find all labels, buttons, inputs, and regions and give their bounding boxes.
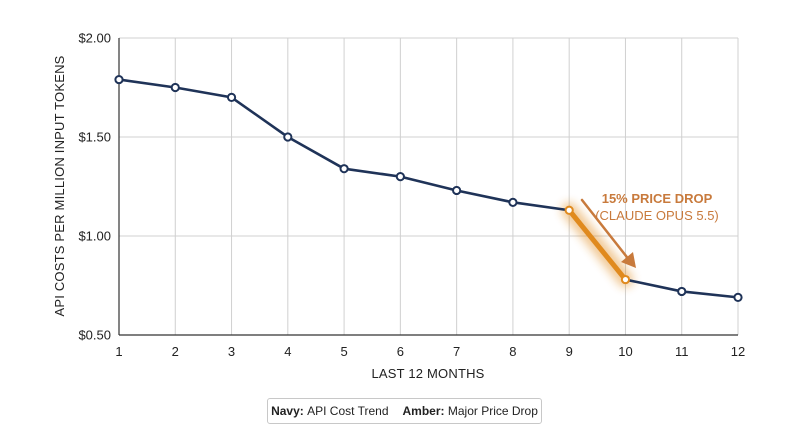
- legend-key-navy: Navy:: [271, 404, 304, 418]
- data-point-1: [114, 74, 124, 85]
- x-tick-label: 10: [618, 344, 632, 359]
- x-tick-label: 4: [284, 344, 291, 359]
- data-point-11: [677, 286, 687, 297]
- y-tick-label: $1.50: [78, 130, 111, 145]
- x-tick-label: 6: [397, 344, 404, 359]
- x-tick-label: 1: [115, 344, 122, 359]
- data-point-9: [564, 205, 574, 215]
- data-point-8: [508, 197, 518, 207]
- data-point-10: [620, 274, 631, 285]
- grid: [118, 37, 739, 336]
- annotation-title: 15% PRICE DROP: [602, 191, 713, 206]
- series-segment: [173, 86, 233, 99]
- series-segment: [399, 175, 458, 192]
- data-point-6: [395, 172, 405, 182]
- y-tick-label: $1.00: [78, 229, 111, 244]
- x-axis-ticks: 1 2 3 4 5 6 7 8 9 10 11 12: [115, 344, 745, 359]
- x-tick-label: 11: [675, 344, 689, 359]
- series-segment: [624, 278, 684, 293]
- legend: Navy: API Cost Trend Amber: Major Price …: [267, 398, 542, 424]
- data-point-3: [226, 92, 237, 103]
- y-tick-label: $0.50: [78, 328, 111, 343]
- data-point-2: [170, 82, 180, 93]
- series-segment: [117, 78, 177, 89]
- annotation-arrow: [580, 198, 632, 263]
- x-tick-label: 8: [509, 344, 516, 359]
- x-tick-label: 7: [453, 344, 460, 359]
- highlight-segment: [566, 207, 628, 283]
- data-point-4: [283, 132, 293, 142]
- data-point-5: [339, 164, 349, 174]
- series-segment: [230, 96, 290, 139]
- series-segment: [286, 135, 346, 170]
- annotation-arrowhead: [621, 252, 636, 268]
- y-axis-ticks: $0.50 $1.00 $1.50 $2.00: [78, 31, 111, 343]
- series-segment: [342, 167, 402, 178]
- x-tick-label: 3: [228, 344, 235, 359]
- data-point-12: [733, 292, 743, 302]
- legend-key-amber: Amber:: [402, 404, 445, 418]
- x-tick-label: 9: [566, 344, 573, 359]
- y-axis-title: API COSTS PER MILLION INPUT TOKENS: [52, 55, 67, 316]
- series-segment: [455, 189, 515, 204]
- price-drop-annotation: 15% PRICE DROP (CLAUDE OPUS 5.5): [580, 191, 719, 268]
- data-point-7: [452, 185, 462, 196]
- legend-label-navy: API Cost Trend: [307, 404, 389, 418]
- annotation-subtitle: (CLAUDE OPUS 5.5): [595, 208, 719, 223]
- x-axis-title: LAST 12 MONTHS: [371, 366, 484, 381]
- legend-label-amber: Major Price Drop: [447, 404, 538, 418]
- series-segment: [680, 290, 740, 299]
- y-tick-label: $2.00: [78, 31, 111, 46]
- series-api-cost-trend: [114, 74, 743, 302]
- x-tick-label: 12: [731, 344, 745, 359]
- x-tick-label: 5: [340, 344, 347, 359]
- price-drop-highlight: [561, 202, 634, 288]
- series-segment: [511, 201, 571, 212]
- x-tick-label: 2: [172, 344, 179, 359]
